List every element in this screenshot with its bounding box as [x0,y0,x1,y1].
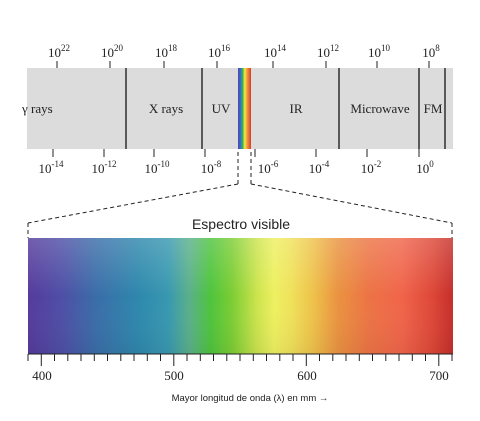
wavelength-label-7: 100 [416,159,434,176]
band-microwave-label: Microwave [350,101,409,116]
wavelength-label-5: 10-4 [309,159,330,176]
ruler-ticks [27,354,453,366]
wavelength-scale: 10-14 10-12 10-10 10-8 10-6 10-4 10-2 100 [39,149,434,176]
axis-tick-700: 700 [429,368,449,383]
visible-strip [238,68,251,149]
frequency-scale: 1022 1020 1018 1016 1014 1012 1010 108 [48,43,440,68]
visible-spectrum-gloss [28,238,453,354]
frequency-label-0: 1022 [48,43,70,60]
band-uv-label: UV [212,101,231,116]
wavelength-label-1: 10-12 [92,159,117,176]
frequency-label-7: 108 [422,43,440,60]
band-x-rays-label: X rays [149,101,183,116]
wavelength-label-6: 10-2 [361,159,382,176]
frequency-label-4: 1014 [264,43,287,60]
frequency-label-6: 1010 [368,43,391,60]
axis-tick-600: 600 [297,368,317,383]
frequency-label-1: 1020 [101,43,124,60]
band-dividers [125,68,446,149]
frequency-label-3: 1016 [208,43,231,60]
wavelength-label-2: 10-10 [145,159,170,176]
band-labels: γ rays X rays UV IR Microwave FM [21,101,443,116]
wavelength-label-4: 10-6 [258,159,279,176]
frequency-label-5: 1012 [317,43,339,60]
frequency-label-2: 1018 [155,43,178,60]
wavelength-label-3: 10-8 [201,159,222,176]
band-fm-label: FM [424,101,443,116]
wavelength-label-0: 10-14 [39,159,64,176]
axis-tick-400: 400 [32,368,52,383]
band-gamma-rays-label: γ rays [21,101,53,116]
axis-tick-500: 500 [164,368,184,383]
visible-axis-label: Mayor longitud de onda (λ) en mm → [172,393,329,404]
band-ir-label: IR [290,101,303,116]
zoom-connector [27,152,453,238]
visible-axis-tick-labels: 400 500 600 700 [32,368,449,383]
visible-spectrum-title: Espectro visible [192,216,290,232]
